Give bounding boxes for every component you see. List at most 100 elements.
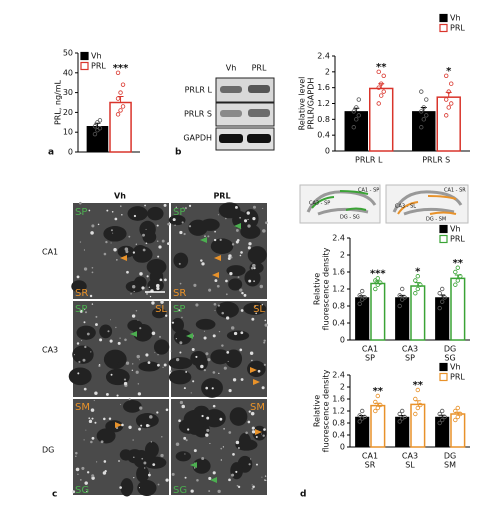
puncta bbox=[250, 411, 255, 416]
cell-body bbox=[71, 280, 87, 293]
y-tick-label: 0 bbox=[340, 336, 345, 345]
data-point bbox=[442, 295, 447, 300]
puncta bbox=[255, 436, 258, 439]
puncta bbox=[225, 279, 228, 283]
puncta bbox=[193, 467, 196, 469]
data-point bbox=[444, 97, 449, 102]
puncta bbox=[115, 426, 119, 430]
puncta bbox=[236, 238, 240, 242]
y-tick-label: 0.8 bbox=[332, 419, 345, 428]
puncta bbox=[184, 476, 187, 479]
cell-body bbox=[243, 302, 267, 315]
data-point bbox=[381, 89, 386, 94]
puncta bbox=[88, 417, 91, 420]
puncta bbox=[263, 341, 266, 344]
puncta bbox=[161, 239, 165, 243]
puncta bbox=[239, 254, 242, 257]
puncta bbox=[185, 439, 188, 442]
data-point bbox=[419, 89, 424, 94]
y-tick-label: 1.6 bbox=[317, 83, 330, 92]
puncta bbox=[240, 309, 244, 312]
puncta bbox=[123, 381, 128, 386]
puncta bbox=[225, 316, 230, 320]
data-point bbox=[357, 413, 362, 418]
puncta bbox=[203, 330, 205, 332]
puncta bbox=[155, 283, 160, 288]
puncta bbox=[214, 310, 216, 312]
puncta bbox=[254, 305, 257, 307]
puncta bbox=[235, 440, 240, 445]
puncta bbox=[99, 338, 103, 342]
y-tick-label: 40 bbox=[63, 68, 73, 77]
legend-label: PRL bbox=[450, 24, 465, 33]
puncta bbox=[203, 336, 207, 340]
significance: ** bbox=[373, 386, 384, 397]
puncta bbox=[94, 391, 98, 395]
data-point bbox=[440, 417, 445, 423]
x-tick-label: CA1 bbox=[362, 345, 378, 354]
bar bbox=[370, 404, 386, 448]
puncta bbox=[211, 387, 214, 390]
puncta bbox=[106, 209, 109, 212]
puncta bbox=[178, 419, 181, 423]
puncta bbox=[165, 478, 169, 482]
puncta bbox=[217, 489, 221, 494]
puncta bbox=[163, 203, 167, 207]
bar bbox=[109, 101, 132, 153]
puncta bbox=[110, 242, 112, 244]
puncta bbox=[248, 242, 252, 246]
puncta bbox=[147, 473, 151, 477]
puncta bbox=[240, 378, 244, 381]
puncta bbox=[207, 358, 211, 362]
puncta bbox=[80, 339, 83, 342]
region-label: SL bbox=[155, 304, 167, 315]
bar bbox=[410, 285, 426, 341]
puncta bbox=[132, 363, 134, 365]
cell-body bbox=[133, 324, 153, 342]
cell-body bbox=[136, 465, 149, 483]
puncta bbox=[84, 345, 87, 349]
puncta bbox=[159, 278, 163, 282]
puncta bbox=[131, 314, 136, 318]
legend-label: Vh bbox=[91, 52, 102, 61]
arrow bbox=[212, 272, 219, 278]
region-label: SM bbox=[75, 402, 90, 413]
bar bbox=[355, 297, 370, 341]
puncta bbox=[212, 471, 216, 475]
puncta bbox=[243, 293, 247, 297]
puncta bbox=[118, 460, 120, 462]
puncta bbox=[171, 321, 175, 324]
arrow bbox=[253, 379, 260, 385]
puncta bbox=[132, 251, 136, 254]
puncta bbox=[157, 255, 160, 258]
puncta bbox=[88, 419, 93, 424]
data-point bbox=[378, 280, 383, 285]
puncta bbox=[113, 248, 117, 252]
puncta bbox=[133, 456, 135, 458]
puncta bbox=[232, 378, 237, 382]
puncta bbox=[235, 205, 238, 209]
data-point bbox=[360, 408, 365, 414]
cell-body bbox=[195, 318, 216, 330]
blot-strip bbox=[215, 127, 275, 151]
data-point bbox=[424, 97, 429, 102]
cell-body bbox=[119, 449, 132, 461]
puncta bbox=[251, 317, 255, 321]
puncta bbox=[112, 232, 114, 234]
puncta bbox=[178, 262, 181, 265]
puncta bbox=[208, 476, 212, 481]
data-point bbox=[421, 117, 426, 122]
cell-body bbox=[72, 345, 94, 364]
data-point bbox=[440, 408, 445, 414]
puncta bbox=[175, 442, 180, 447]
bar bbox=[86, 126, 109, 153]
cell-body bbox=[232, 211, 249, 229]
puncta bbox=[212, 334, 216, 338]
blot-band bbox=[248, 109, 270, 117]
puncta bbox=[135, 310, 138, 312]
puncta bbox=[141, 457, 144, 460]
puncta bbox=[85, 429, 87, 431]
puncta bbox=[247, 246, 251, 250]
puncta bbox=[178, 309, 181, 312]
cell-body bbox=[247, 246, 267, 264]
